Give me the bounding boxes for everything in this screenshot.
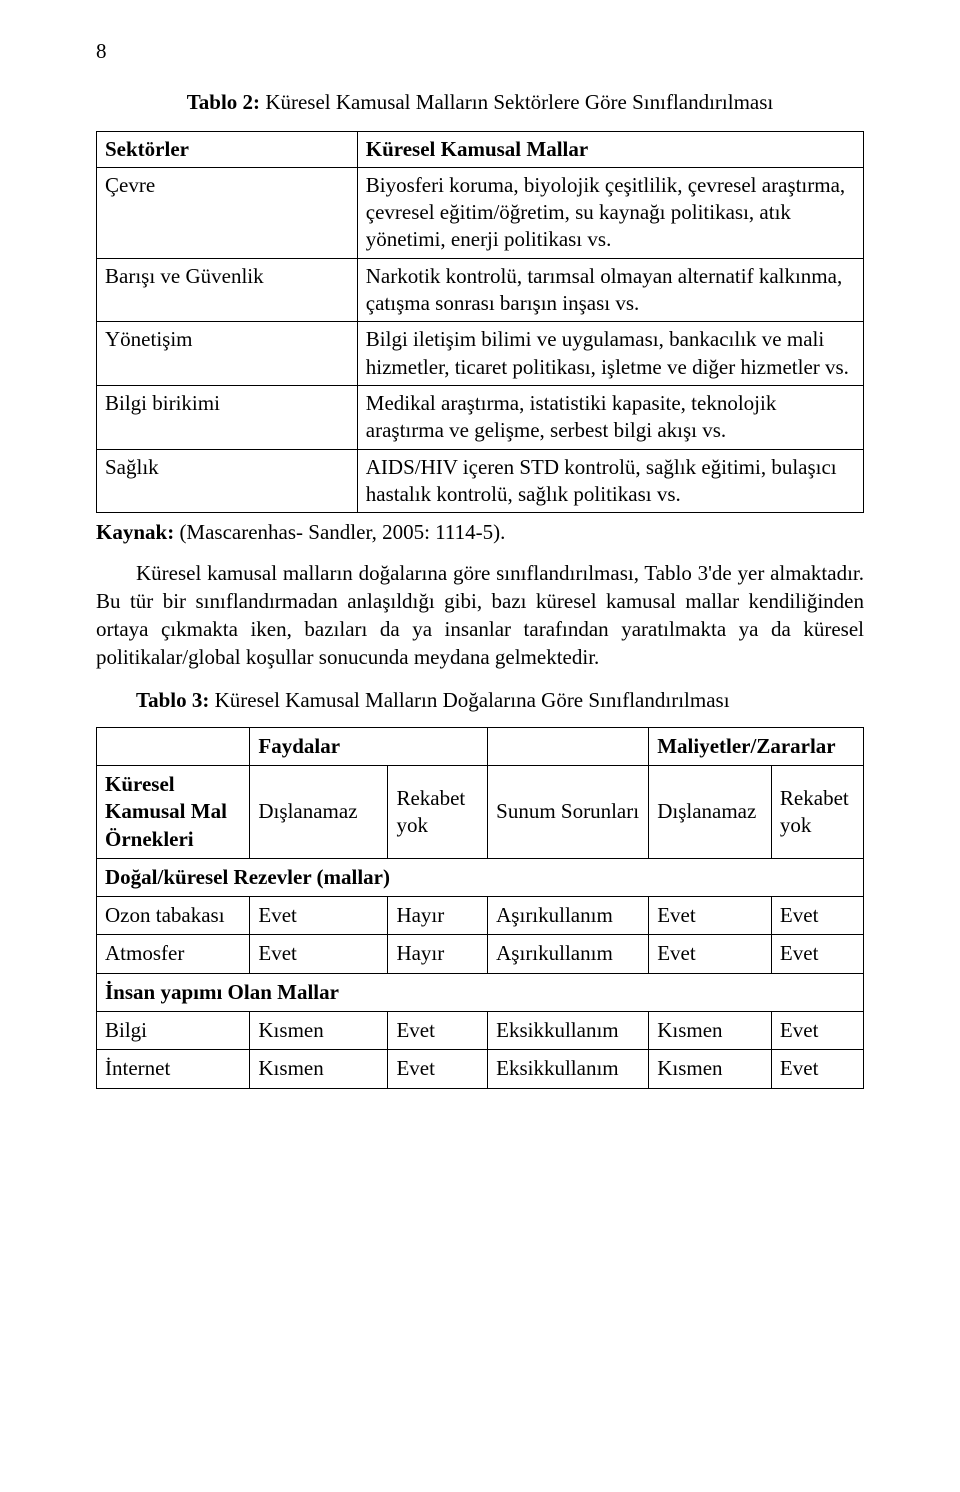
table-row: Küresel Kamusal Mal Örnekleri Dışlanamaz… bbox=[97, 765, 864, 858]
t3-cell: Kısmen bbox=[250, 1012, 388, 1050]
page-number: 8 bbox=[96, 38, 864, 65]
table2-title: Tablo 2: Küresel Kamusal Malların Sektör… bbox=[96, 89, 864, 116]
t3-cell: Evet bbox=[771, 1012, 863, 1050]
t3-cell: Bilgi bbox=[97, 1012, 250, 1050]
t2-cell: Çevre bbox=[97, 167, 358, 258]
t3-cell: Evet bbox=[250, 935, 388, 973]
table-row: Yönetişim Bilgi iletişim bilimi ve uygul… bbox=[97, 322, 864, 386]
table3-title: Tablo 3: Küresel Kamusal Malların Doğala… bbox=[96, 687, 864, 714]
t3-cell: Atmosfer bbox=[97, 935, 250, 973]
table-row: Çevre Biyosferi koruma, biyolojik çeşitl… bbox=[97, 167, 864, 258]
t3-cell: Aşırıkullanım bbox=[488, 897, 649, 935]
t3-cell: Hayır bbox=[388, 897, 488, 935]
table-row: Sağlık AIDS/HIV içeren STD kontrolü, sağ… bbox=[97, 449, 864, 513]
table-row: Bilgi birikimi Medikal araştırma, istati… bbox=[97, 385, 864, 449]
t2-cell: Bilgi birikimi bbox=[97, 385, 358, 449]
t2-cell: AIDS/HIV içeren STD kontrolü, sağlık eği… bbox=[357, 449, 863, 513]
t2-cell: Bilgi iletişim bilimi ve uygulaması, ban… bbox=[357, 322, 863, 386]
t3-faydalar: Faydalar bbox=[250, 727, 488, 765]
t2-cell: Narkotik kontrolü, tarımsal olmayan alte… bbox=[357, 258, 863, 322]
t2-cell: Barışı ve Güvenlik bbox=[97, 258, 358, 322]
table-row: Sektörler Küresel Kamusal Mallar bbox=[97, 131, 864, 167]
t3-cell: Evet bbox=[771, 897, 863, 935]
t2-cell: Sağlık bbox=[97, 449, 358, 513]
table2-header-right: Küresel Kamusal Mallar bbox=[357, 131, 863, 167]
table-row: Doğal/küresel Rezevler (mallar) bbox=[97, 858, 864, 896]
t3-maliyetler: Maliyetler/Zararlar bbox=[649, 727, 864, 765]
t3-cell: Eksikkullanım bbox=[488, 1050, 649, 1088]
t3-cell bbox=[97, 727, 250, 765]
table3-title-prefix: Tablo 3: bbox=[136, 688, 209, 712]
t3-section: Doğal/küresel Rezevler (mallar) bbox=[97, 858, 864, 896]
table-row: Barışı ve Güvenlik Narkotik kontrolü, ta… bbox=[97, 258, 864, 322]
table-row: İnternet Kısmen Evet Eksikkullanım Kısme… bbox=[97, 1050, 864, 1088]
source-label: Kaynak: bbox=[96, 520, 174, 544]
t3-cell: Hayır bbox=[388, 935, 488, 973]
table-row: Atmosfer Evet Hayır Aşırıkullanım Evet E… bbox=[97, 935, 864, 973]
t3-cell: Evet bbox=[649, 897, 772, 935]
t3-cell: Ozon tabakası bbox=[97, 897, 250, 935]
t3-cell: Rekabet yok bbox=[388, 765, 488, 858]
t3-cell: Sunum Sorunları bbox=[488, 765, 649, 858]
table-row: Faydalar Maliyetler/Zararlar bbox=[97, 727, 864, 765]
t3-cell: Kısmen bbox=[649, 1012, 772, 1050]
t3-cell: Kısmen bbox=[250, 1050, 388, 1088]
t3-cell: Rekabet yok bbox=[771, 765, 863, 858]
source-text: (Mascarenhas- Sandler, 2005: 1114-5). bbox=[174, 520, 505, 544]
t3-section: İnsan yapımı Olan Mallar bbox=[97, 973, 864, 1011]
table2: Sektörler Küresel Kamusal Mallar Çevre B… bbox=[96, 131, 864, 514]
t2-cell: Biyosferi koruma, biyolojik çeşitlilik, … bbox=[357, 167, 863, 258]
t3-cell: Kısmen bbox=[649, 1050, 772, 1088]
t3-cell: Evet bbox=[649, 935, 772, 973]
t3-cell: Evet bbox=[388, 1050, 488, 1088]
table2-header-left: Sektörler bbox=[97, 131, 358, 167]
t3-cell: Dışlanamaz bbox=[649, 765, 772, 858]
t3-cell: Evet bbox=[250, 897, 388, 935]
t3-cell: Aşırıkullanım bbox=[488, 935, 649, 973]
table-row: İnsan yapımı Olan Mallar bbox=[97, 973, 864, 1011]
table3-title-rest: Küresel Kamusal Malların Doğalarına Göre… bbox=[209, 688, 729, 712]
t2-cell: Medikal araştırma, istatistiki kapasite,… bbox=[357, 385, 863, 449]
table-row: Ozon tabakası Evet Hayır Aşırıkullanım E… bbox=[97, 897, 864, 935]
table-row: Bilgi Kısmen Evet Eksikkullanım Kısmen E… bbox=[97, 1012, 864, 1050]
t3-cell: Evet bbox=[771, 935, 863, 973]
t3-rowheader: Küresel Kamusal Mal Örnekleri bbox=[97, 765, 250, 858]
t2-cell: Yönetişim bbox=[97, 322, 358, 386]
t3-cell: Evet bbox=[388, 1012, 488, 1050]
t3-cell bbox=[488, 727, 649, 765]
body-paragraph: Küresel kamusal malların doğalarına göre… bbox=[96, 560, 864, 671]
t3-cell: Dışlanamaz bbox=[250, 765, 388, 858]
table2-title-rest: Küresel Kamusal Malların Sektörlere Göre… bbox=[260, 90, 773, 114]
t3-cell: İnternet bbox=[97, 1050, 250, 1088]
t3-cell: Evet bbox=[771, 1050, 863, 1088]
table3: Faydalar Maliyetler/Zararlar Küresel Kam… bbox=[96, 727, 864, 1089]
table2-source: Kaynak: (Mascarenhas- Sandler, 2005: 111… bbox=[96, 519, 864, 546]
table2-title-prefix: Tablo 2: bbox=[187, 90, 260, 114]
t3-cell: Eksikkullanım bbox=[488, 1012, 649, 1050]
